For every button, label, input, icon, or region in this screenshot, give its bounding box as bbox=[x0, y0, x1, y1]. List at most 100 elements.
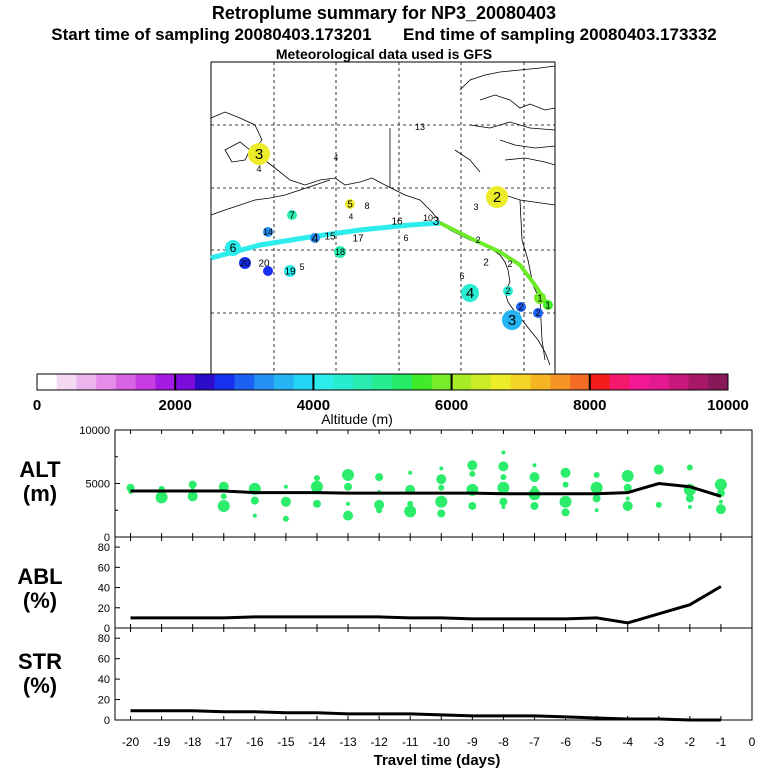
alt-scatter-point bbox=[594, 508, 599, 513]
alt-series-line bbox=[130, 481, 722, 498]
alt-scatter-point bbox=[714, 478, 727, 491]
map-marker-dot bbox=[543, 300, 553, 310]
abl-y-tick-label: 40 bbox=[98, 583, 110, 595]
alt-scatter-point bbox=[374, 499, 385, 510]
main-title: Retroplume summary for NP3_20080403 bbox=[211, 3, 557, 23]
map-day-label: 20 bbox=[240, 258, 250, 268]
map-day-label: 3 bbox=[255, 146, 263, 163]
map-marker-dot bbox=[533, 308, 543, 318]
map-marker-dot bbox=[239, 257, 251, 269]
map-marker-dot bbox=[486, 186, 508, 208]
alt-scatter-point bbox=[532, 463, 537, 468]
alt-scatter-point bbox=[715, 504, 726, 515]
str-y-tick-label: 40 bbox=[98, 674, 110, 686]
x-tick-label: -4 bbox=[622, 735, 633, 749]
colorbar-tick-label: 4000 bbox=[297, 397, 330, 414]
x-tick-label: -8 bbox=[498, 735, 509, 749]
map-day-label: 4 bbox=[334, 154, 339, 163]
abl-label-line2: (%) bbox=[22, 588, 58, 613]
alt-scatter-point bbox=[404, 505, 417, 518]
colorbar-swatch bbox=[115, 374, 137, 390]
alt-scatter-point bbox=[501, 450, 506, 455]
colorbar-swatch bbox=[412, 374, 433, 390]
colorbar-swatch bbox=[668, 374, 690, 390]
map-marker-dot bbox=[502, 310, 522, 330]
map-day-label: 8 bbox=[364, 201, 369, 211]
map-day-label: 19 bbox=[284, 266, 296, 277]
alt-scatter-point bbox=[590, 481, 603, 494]
alt-scatter-point bbox=[497, 481, 510, 494]
colorbar-swatch bbox=[491, 374, 512, 390]
abl-y-tick-label: 80 bbox=[98, 542, 110, 554]
colorbar-swatch bbox=[431, 374, 453, 390]
colorbar-swatch bbox=[609, 374, 630, 390]
x-tick-label: -11 bbox=[402, 735, 419, 749]
alt-scatter-point bbox=[346, 501, 351, 506]
colorbar-swatch bbox=[194, 374, 216, 390]
map-marker-dot bbox=[310, 233, 320, 243]
colorbar-axis-label: Altitude (m) bbox=[321, 411, 393, 427]
map-day-label: 14 bbox=[263, 227, 273, 237]
alt-scatter-point bbox=[469, 470, 476, 477]
alt-scatter-point bbox=[155, 491, 168, 504]
map-marker-dot bbox=[284, 265, 296, 277]
alt-scatter-point bbox=[313, 475, 320, 482]
colorbar-swatch bbox=[372, 374, 393, 390]
alt-scatter-point bbox=[280, 496, 291, 507]
x-tick-label: -19 bbox=[153, 735, 171, 749]
x-tick-label: -13 bbox=[339, 735, 357, 749]
x-tick-label: -15 bbox=[277, 735, 295, 749]
colorbar-tick-label: 0 bbox=[33, 397, 41, 414]
colorbar-tick-label: 8000 bbox=[573, 397, 606, 414]
map-day-label: 3 bbox=[433, 214, 440, 228]
alt-scatter-point bbox=[653, 464, 664, 475]
map-day-label: 3 bbox=[508, 312, 516, 329]
map-marker-dot bbox=[263, 227, 273, 237]
map-day-label: 16 bbox=[391, 216, 403, 227]
abl-panel: 0 20 40 60 80 bbox=[98, 536, 753, 635]
colorbar-swatch bbox=[37, 374, 58, 390]
map-day-label: 18 bbox=[335, 247, 345, 257]
alt-scatter-point bbox=[187, 491, 198, 502]
colorbar-swatch bbox=[175, 374, 196, 390]
map-marker-dot bbox=[248, 143, 270, 165]
alt-scatter-point bbox=[437, 509, 446, 518]
x-tick-label: -16 bbox=[246, 735, 264, 749]
alt-scatter-point bbox=[561, 508, 570, 517]
map-day-label: 5 bbox=[347, 199, 353, 210]
colorbar-swatch bbox=[214, 374, 235, 390]
alt-scatter-point bbox=[499, 497, 508, 506]
map-day-label: 6 bbox=[230, 241, 237, 255]
x-tick-label: -20 bbox=[122, 735, 140, 749]
str-y-tick-label: 60 bbox=[98, 654, 110, 666]
colorbar-swatch bbox=[629, 374, 650, 390]
map-day-label: 2 bbox=[505, 286, 510, 296]
alt-scatter-point bbox=[621, 470, 634, 483]
alt-scatter-point bbox=[188, 480, 197, 489]
alt-scatter-point bbox=[625, 496, 630, 501]
x-tick-label: -3 bbox=[653, 735, 664, 749]
map-day-label: 4 bbox=[466, 285, 474, 302]
alt-scatter-point bbox=[435, 495, 448, 508]
trajectory-cyan bbox=[210, 220, 441, 261]
map-marker-dot bbox=[287, 210, 297, 220]
colorbar-swatch bbox=[254, 374, 275, 390]
alt-scatter-point bbox=[529, 472, 540, 483]
alt-panel: 0 5000 10000 bbox=[79, 425, 753, 544]
colorbar-swatch bbox=[234, 374, 255, 390]
str-y-tick-label: 0 bbox=[104, 715, 110, 727]
map-day-label: 15 bbox=[324, 231, 336, 242]
alt-scatter-point bbox=[498, 461, 509, 472]
x-tick-label: -9 bbox=[467, 735, 478, 749]
altitude-colorbar: 0 2000 4000 6000 8000 10000 Altitude (m) bbox=[33, 373, 749, 427]
map-day-label: 17 bbox=[352, 233, 364, 244]
alt-scatter-point bbox=[407, 500, 414, 507]
alt-scatter-point bbox=[559, 495, 572, 508]
map-frame bbox=[210, 61, 556, 376]
map-marker-dot bbox=[503, 286, 513, 296]
alt-scatter-point bbox=[220, 493, 227, 500]
x-tick-label: -17 bbox=[215, 735, 233, 749]
map-day-label: 2 bbox=[475, 235, 480, 245]
map-day-label: 2 bbox=[493, 189, 501, 206]
